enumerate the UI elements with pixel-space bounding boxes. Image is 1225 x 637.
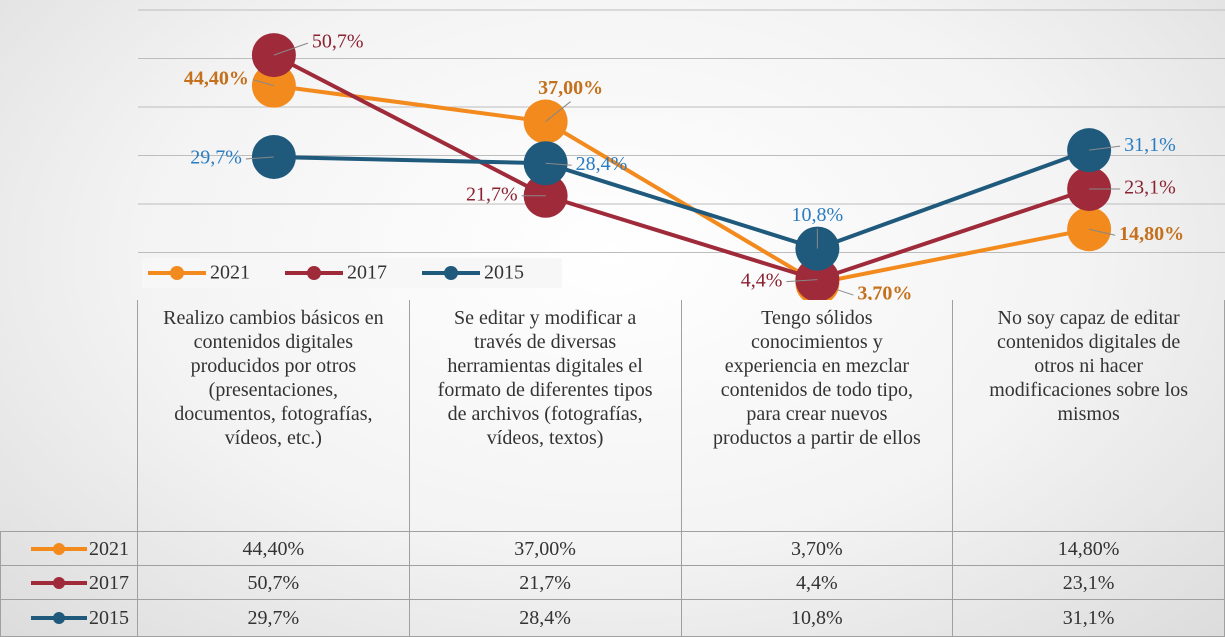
leader-line <box>545 101 571 122</box>
leader-line <box>273 42 309 56</box>
row-header: 2015 <box>0 600 138 637</box>
data-label: 37,00% <box>538 77 603 99</box>
legend: 2021 2017 2015 <box>142 258 562 288</box>
leader-line <box>245 156 274 160</box>
category-header: No soy capaz de editar contenidos digita… <box>953 300 1225 532</box>
data-label: 21,7% <box>466 183 518 205</box>
leader-line <box>545 162 572 166</box>
row-label: 2021 <box>89 537 129 560</box>
category-header: Tengo sólidos conocimientos y experienci… <box>681 300 954 532</box>
data-label: 23,1% <box>1124 177 1176 199</box>
legend-label: 2017 <box>347 262 387 284</box>
table-value: 50,7% <box>138 566 410 600</box>
data-label: 14,80% <box>1119 223 1184 245</box>
series-line <box>272 53 1090 282</box>
table-value: 14,80% <box>953 532 1225 566</box>
data-table: Realizo cambios básicos en contenidos di… <box>0 300 1225 637</box>
leader-line <box>786 279 818 283</box>
table-value: 44,40% <box>138 532 410 566</box>
table-value: 3,70% <box>681 532 954 566</box>
series-line <box>273 83 1090 286</box>
legend-box <box>142 258 562 288</box>
table-value: 21,7% <box>409 566 682 600</box>
table-legend-key <box>31 576 87 589</box>
table-legend-key <box>31 542 87 555</box>
data-label: 3,70% <box>857 283 912 300</box>
chart: 44,40% 37,00% 3,70% 14,80% 50,7% 21,7% 4,4% 23,… <box>138 9 1225 300</box>
leader-line <box>1089 145 1121 151</box>
data-label: 31,1% <box>1124 134 1176 156</box>
row-header: 2017 <box>0 566 138 600</box>
category-header: Se editar y modificar a través de divers… <box>409 300 682 532</box>
category-header: Realizo cambios básicos en contenidos di… <box>138 300 410 532</box>
data-label: 29,7% <box>190 147 242 169</box>
table-value: 10,8% <box>681 600 954 637</box>
data-label: 50,7% <box>312 31 364 53</box>
point <box>795 257 840 300</box>
row-label: 2015 <box>89 607 129 629</box>
table-value: 31,1% <box>953 600 1225 637</box>
data-label: 28,4% <box>576 153 628 175</box>
table-corner <box>0 300 138 532</box>
data-label: 10,8% <box>792 204 844 226</box>
table-value: 4,4% <box>681 566 954 600</box>
legend-marker <box>53 612 65 624</box>
row-label: 2017 <box>89 571 129 594</box>
legend-marker <box>307 266 321 280</box>
series-line <box>273 148 1090 251</box>
data-label: 44,40% <box>184 67 249 89</box>
table-value: 37,00% <box>409 532 682 566</box>
row-header: 2021 <box>0 532 138 566</box>
table-legend-key <box>31 612 87 624</box>
leader-line <box>252 79 275 87</box>
legend-label: 2021 <box>210 262 250 284</box>
table-value: 23,1% <box>953 566 1225 600</box>
legend-marker <box>444 266 458 280</box>
table-value: 29,7% <box>138 600 410 637</box>
legend-marker <box>170 266 184 280</box>
leader-line <box>1089 228 1116 236</box>
legend-marker <box>53 576 65 589</box>
legend-label: 2015 <box>484 262 524 284</box>
table-value: 28,4% <box>409 600 682 637</box>
legend-marker <box>53 542 65 555</box>
data-label: 4,4% <box>741 269 783 291</box>
